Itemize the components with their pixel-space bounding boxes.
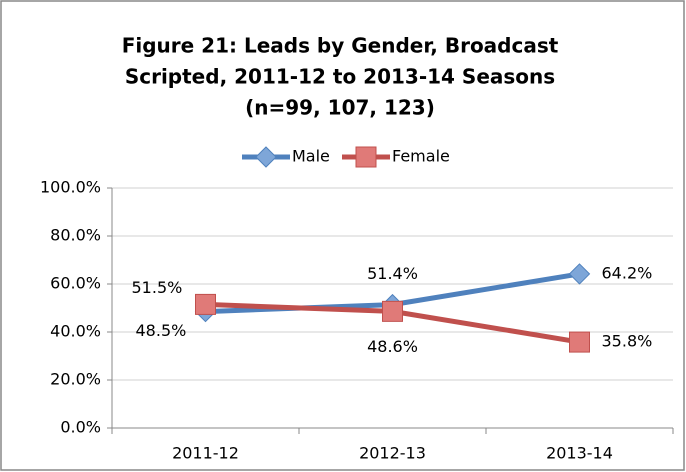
y-tick-label: 60.0% xyxy=(50,274,101,293)
data-label: 64.2% xyxy=(602,263,653,282)
legend-marker xyxy=(355,146,377,168)
x-tick-label: 2011-12 xyxy=(172,444,239,463)
y-tick-label: 0.0% xyxy=(60,418,101,437)
x-tick-label: 2013-14 xyxy=(546,444,613,463)
point-marker xyxy=(195,293,216,315)
y-tick-label: 100.0% xyxy=(40,178,101,197)
point-marker xyxy=(569,331,590,353)
data-label: 48.6% xyxy=(367,337,418,356)
data-label: 51.4% xyxy=(367,264,418,283)
y-tick-label: 40.0% xyxy=(50,322,101,341)
data-label: 51.5% xyxy=(132,278,183,297)
data-label: 35.8% xyxy=(602,332,653,351)
legend-marker xyxy=(255,146,277,168)
chart-title: Figure 21: Leads by Gender, Broadcast xyxy=(122,34,559,58)
chart-title: (n=99, 107, 123) xyxy=(245,96,435,120)
data-label: 48.5% xyxy=(136,321,187,340)
legend-label: Female xyxy=(392,147,450,166)
y-tick-label: 20.0% xyxy=(50,370,101,389)
chart-title: Scripted, 2011-12 to 2013-14 Seasons xyxy=(125,65,555,89)
x-tick-label: 2012-13 xyxy=(359,444,426,463)
legend-label: Male xyxy=(292,147,330,166)
point-marker xyxy=(568,263,591,285)
y-tick-label: 80.0% xyxy=(50,226,101,245)
point-marker xyxy=(382,300,403,322)
